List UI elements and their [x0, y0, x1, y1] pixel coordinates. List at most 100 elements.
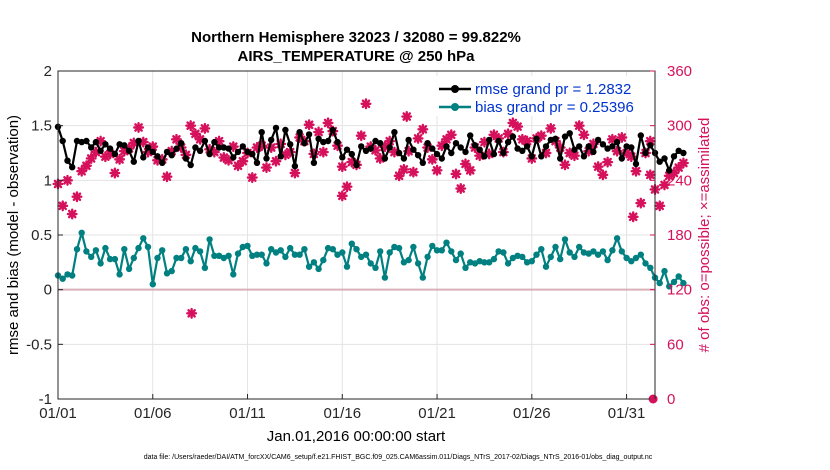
rmse-point-107 [561, 133, 569, 140]
obs-count-point-73 [398, 163, 410, 175]
rmse-point-28 [187, 161, 194, 169]
bias-point-59 [334, 251, 341, 258]
bias-point-69 [381, 274, 389, 281]
bias-point-51 [296, 251, 303, 258]
bias-point-62 [348, 240, 355, 247]
y-axis-label-right: # of obs: o=possible; ×=assimilated [696, 118, 713, 353]
rmse-point-115 [599, 141, 607, 148]
y-tick-label-right-0: 0 [667, 391, 675, 408]
bias-point-123 [637, 251, 644, 258]
rmse-point-47 [277, 153, 284, 160]
bias-point-48 [282, 253, 289, 261]
bias-point-10 [102, 244, 109, 252]
obs-count-point-110 [573, 120, 585, 132]
bias-point-45 [268, 246, 275, 253]
obs-count-point-131 [673, 162, 685, 174]
bias-point-103 [542, 263, 550, 270]
rmse-point-101 [533, 135, 540, 142]
bias-point-13 [116, 271, 123, 278]
bias-point-108 [566, 249, 573, 256]
rmse-point-121 [628, 144, 635, 151]
rmse-point-37 [230, 154, 237, 161]
bias-point-36 [225, 252, 232, 259]
bias-point-22 [159, 247, 166, 254]
rmse-point-18 [140, 154, 147, 161]
bias-point-14 [121, 246, 128, 253]
y-tick-label-right-6: 360 [667, 63, 692, 80]
obs-count-point-132 [677, 157, 689, 169]
rmse-point-9 [97, 147, 104, 154]
bias-point-29 [192, 244, 199, 252]
y-tick-label-left-5: 1.5 [31, 118, 52, 135]
obs-count-point-87 [464, 164, 476, 176]
bias-point-16 [130, 254, 137, 262]
rmse-point-69 [381, 155, 389, 162]
bias-point-5 [78, 229, 85, 236]
rmse-point-27 [182, 155, 190, 162]
bias-point-109 [571, 253, 578, 261]
x-tick-label-0: 01/01 [39, 405, 77, 422]
rmse-point-116 [604, 145, 611, 152]
rmse-point-123 [637, 132, 644, 139]
rmse-point-103 [542, 143, 550, 150]
bias-point-56 [320, 256, 327, 264]
rmse-point-6 [83, 137, 90, 145]
rmse-point-114 [594, 136, 602, 144]
rmse-point-102 [538, 153, 545, 160]
rmse-point-106 [557, 155, 564, 162]
rmse-point-36 [225, 145, 232, 152]
rmse-point-60 [339, 154, 346, 161]
bias-point-21 [154, 254, 161, 262]
rmse-point-56 [320, 138, 327, 146]
obs-count-point-31 [199, 122, 211, 134]
y-tick-label-left-2: 0 [44, 282, 52, 299]
rmse-point-91 [486, 136, 493, 144]
bias-point-76 [414, 260, 422, 267]
rmse-point-61 [343, 146, 351, 153]
obs-count-point-76 [412, 132, 424, 144]
bias-point-113 [590, 248, 597, 255]
obs-count-point-107 [559, 159, 571, 171]
rmse-point-26 [178, 140, 185, 147]
obs-count-point-97 [512, 121, 524, 133]
bias-point-8 [92, 247, 100, 254]
rmse-point-20 [149, 148, 156, 156]
left-axis-ticks: -1 -0.5 0 0.5 1 1.5 2 [26, 63, 63, 408]
obs-count-point-122 [630, 165, 642, 177]
bias-point-52 [301, 246, 308, 253]
obs-count-point-61 [341, 181, 353, 193]
rmse-point-25 [173, 145, 180, 152]
rmse-point-17 [135, 137, 142, 145]
rmse-point-85 [457, 144, 464, 151]
bias-point-75 [410, 243, 417, 251]
rmse-point-21 [154, 153, 161, 160]
bias-point-64 [358, 253, 365, 261]
rmse-point-10 [102, 141, 109, 148]
chart-subtitle: AIRS_TEMPERATURE @ 250 hPa [238, 48, 476, 65]
bias-point-17 [135, 244, 142, 252]
rmse-point-66 [367, 145, 374, 152]
bias-point-33 [211, 252, 218, 259]
bias-point-132 [680, 279, 687, 287]
y-tick-label-left-3: 0.5 [31, 227, 52, 244]
rmse-point-93 [495, 137, 502, 145]
bias-point-90 [481, 259, 488, 266]
obs-count-point-53 [303, 119, 315, 131]
rmse-point-87 [467, 132, 474, 139]
rmse-point-75 [410, 146, 417, 153]
bias-point-117 [609, 247, 616, 254]
rmse-point-44 [263, 155, 270, 162]
y-tick-label-left-4: 1 [44, 172, 52, 189]
bias-point-43 [258, 251, 265, 258]
obs-count-point-111 [578, 129, 590, 141]
obs-count-point-44 [260, 162, 272, 174]
bias-point-26 [178, 254, 185, 262]
bias-point-104 [547, 253, 554, 261]
bias-point-121 [628, 258, 635, 265]
bias-point-6 [83, 248, 90, 255]
rmse-point-78 [424, 140, 431, 147]
bias-point-12 [111, 255, 119, 263]
bias-point-83 [448, 248, 455, 255]
bias-point-116 [604, 256, 611, 264]
obs-count-point-64 [355, 130, 367, 142]
